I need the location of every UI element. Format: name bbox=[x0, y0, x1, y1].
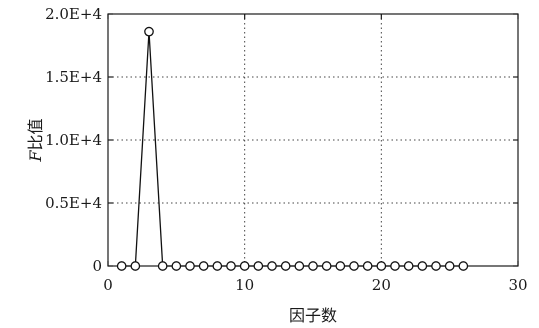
data-point bbox=[390, 261, 400, 271]
data-point bbox=[226, 261, 236, 271]
data-point bbox=[212, 261, 223, 271]
data-point bbox=[267, 261, 277, 271]
x-axis-label: 因子数 bbox=[289, 306, 337, 325]
data-point bbox=[130, 261, 141, 271]
data-point bbox=[403, 261, 414, 271]
series-line bbox=[121, 31, 464, 267]
data-point bbox=[308, 261, 318, 271]
data-point bbox=[185, 261, 195, 271]
data-point bbox=[171, 261, 182, 271]
y-tick-label: 0 bbox=[92, 257, 102, 275]
data-point bbox=[321, 261, 332, 271]
x-tick-label: 20 bbox=[372, 276, 391, 294]
y-axis-label: F比值 bbox=[26, 118, 45, 162]
y-axis-label-text: 比值 bbox=[26, 118, 45, 150]
x-tick-label: 30 bbox=[508, 276, 527, 294]
data-point bbox=[431, 261, 441, 271]
grid-lines bbox=[108, 14, 518, 266]
data-point bbox=[458, 261, 469, 271]
y-tick-label: 1.5E+4 bbox=[45, 68, 102, 86]
data-point bbox=[198, 261, 209, 271]
data-point bbox=[144, 26, 154, 37]
data-point bbox=[376, 261, 387, 271]
y-axis-label-variable: F bbox=[26, 150, 45, 163]
x-tick-label: 0 bbox=[103, 276, 113, 294]
data-point bbox=[417, 261, 428, 271]
data-point bbox=[294, 261, 305, 271]
data-point bbox=[239, 261, 250, 271]
y-tick-label: 0.5E+4 bbox=[45, 194, 102, 212]
data-point bbox=[280, 261, 291, 271]
data-point bbox=[349, 261, 359, 271]
plot-frame bbox=[107, 13, 519, 267]
data-point bbox=[362, 261, 373, 271]
data-point bbox=[157, 261, 168, 271]
x-tick-labels: 0 10 20 30 bbox=[103, 276, 527, 294]
data-point bbox=[116, 261, 127, 271]
y-tick-label: 1.0E+4 bbox=[45, 131, 102, 149]
x-tick-label: 10 bbox=[235, 276, 254, 294]
data-point bbox=[335, 261, 346, 271]
axis-ticks bbox=[107, 13, 519, 267]
data-series bbox=[116, 26, 469, 271]
data-point bbox=[253, 261, 264, 271]
y-tick-label: 2.0E+4 bbox=[45, 5, 102, 23]
data-point bbox=[444, 261, 455, 271]
y-tick-labels: 0 0.5E+4 1.0E+4 1.5E+4 2.0E+4 bbox=[45, 5, 102, 275]
